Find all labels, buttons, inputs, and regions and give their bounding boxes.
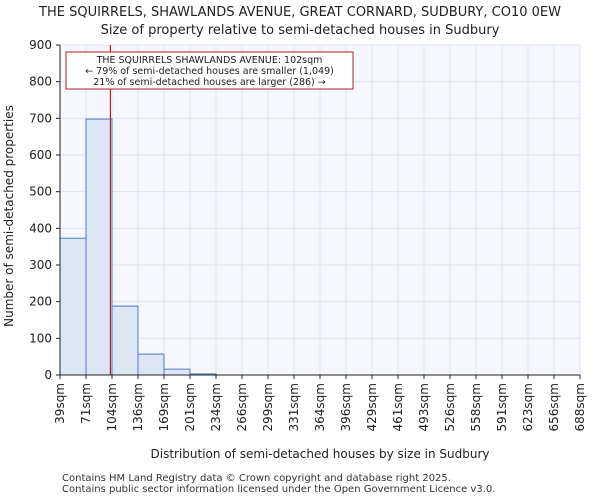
y-tick-label: 300 <box>29 258 52 272</box>
x-tick-label: 104sqm <box>105 383 119 431</box>
footer-line-1: Contains HM Land Registry data © Crown c… <box>62 473 451 484</box>
bar <box>163 368 191 376</box>
annotation-box: THE SQUIRRELS SHAWLANDS AVENUE: 102sqm← … <box>65 51 354 90</box>
x-tick-label: 201sqm <box>183 383 197 431</box>
bars <box>59 118 217 376</box>
x-tick-label: 331sqm <box>287 383 301 431</box>
x-tick-label: 591sqm <box>495 383 509 431</box>
x-tick-label: 656sqm <box>547 383 561 431</box>
x-tick-label: 39sqm <box>53 383 67 424</box>
x-tick-label: 299sqm <box>261 383 275 431</box>
x-tick-label: 364sqm <box>313 383 327 431</box>
x-tick-label: 71sqm <box>79 383 93 424</box>
annotation-line: 21% of semi-detached houses are larger (… <box>93 77 326 88</box>
y-tick-label: 900 <box>29 38 52 52</box>
x-tick-label: 558sqm <box>469 383 483 431</box>
chart-title: THE SQUIRRELS, SHAWLANDS AVENUE, GREAT C… <box>39 5 561 20</box>
x-tick-label: 169sqm <box>157 383 171 431</box>
y-tick-label: 800 <box>29 75 52 89</box>
annotation-line: ← 79% of semi-detached houses are smalle… <box>85 66 334 77</box>
x-tick-label: 493sqm <box>417 383 431 431</box>
y-tick-label: 200 <box>29 295 52 309</box>
y-tick-label: 100 <box>29 331 52 345</box>
y-tick-label: 0 <box>44 368 52 382</box>
y-tick-label: 400 <box>29 221 52 235</box>
bar <box>59 237 87 376</box>
y-tick-label: 500 <box>29 185 52 199</box>
y-tick-label: 600 <box>29 148 52 162</box>
x-tick-label: 396sqm <box>339 383 353 431</box>
x-tick-label: 429sqm <box>365 383 379 431</box>
bar <box>111 305 139 376</box>
y-tick-label: 700 <box>29 111 52 125</box>
x-tick-label: 266sqm <box>235 383 249 431</box>
x-tick-label: 623sqm <box>521 383 535 431</box>
axes: 0 100 200 300 400 500 600 700 800 900 39sqm 71sqm 10… <box>29 38 587 431</box>
x-tick-label: 234sqm <box>209 383 223 431</box>
x-tick-label: 136sqm <box>131 383 145 431</box>
annotation-line: THE SQUIRRELS SHAWLANDS AVENUE: 102sqm <box>96 55 323 66</box>
bar <box>85 118 113 376</box>
x-tick-label: 526sqm <box>443 383 457 431</box>
x-tick-label: 461sqm <box>391 383 405 431</box>
annotation-frame <box>65 51 354 90</box>
x-axis-label: Distribution of semi-detached houses by … <box>151 447 490 461</box>
bar <box>137 353 165 376</box>
footer-line-2: Contains public sector information licen… <box>62 484 496 495</box>
y-axis-label: Number of semi-detached properties <box>2 105 16 327</box>
chart-subtitle: Size of property relative to semi-detach… <box>100 23 500 38</box>
x-tick-label: 688sqm <box>573 383 587 431</box>
grid-lines <box>59 44 581 376</box>
